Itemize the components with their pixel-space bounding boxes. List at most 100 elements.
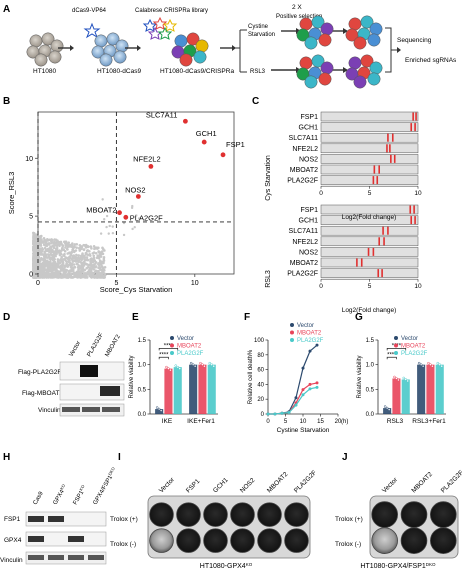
- replicate-point: [167, 367, 170, 370]
- group-label-rsl3: RSL3: [265, 270, 272, 288]
- well: [203, 528, 228, 553]
- blot-band: [62, 407, 80, 412]
- series-point: [308, 349, 312, 353]
- data-point: [56, 258, 60, 261]
- data-point: [46, 239, 50, 242]
- data-point: [34, 241, 38, 244]
- replicate-point: [395, 377, 398, 380]
- data-point: [48, 257, 51, 260]
- data-point: [52, 242, 56, 245]
- data-point: [80, 268, 84, 271]
- cell: [179, 53, 193, 67]
- data-point: [88, 266, 92, 270]
- data-point: [89, 245, 93, 248]
- panel-j-plate: Vector MBOAT2 PLA2G2F: [369, 469, 465, 559]
- data-point: [51, 258, 55, 262]
- barcode-mark: [391, 133, 394, 142]
- legend-label: Vector: [401, 336, 418, 342]
- data-point: [73, 249, 76, 253]
- data-point: [66, 244, 70, 247]
- point-label: FSP1: [226, 140, 245, 149]
- data-point: [46, 262, 49, 266]
- vector-icon: [83, 22, 101, 39]
- well: [257, 528, 282, 553]
- data-point: [98, 254, 101, 257]
- data-point: [54, 247, 58, 251]
- point-label: NOS2: [125, 185, 145, 194]
- row-label-gpx4: GPX4: [4, 537, 22, 544]
- legend-label: MBOAT2: [401, 344, 426, 350]
- data-point: [74, 255, 78, 259]
- barcode-row: [320, 111, 419, 122]
- data-point: [122, 221, 126, 225]
- data-point: [34, 256, 37, 259]
- data-point: [64, 246, 67, 249]
- x-tick-label: 0: [319, 190, 323, 197]
- significance-label: ****: [164, 343, 174, 349]
- data-point: [60, 255, 63, 259]
- replicate-point: [159, 409, 163, 412]
- barcode-row: [320, 143, 419, 154]
- selection-sub-label: Positive selection: [276, 14, 322, 20]
- data-point: [98, 266, 102, 270]
- data-point: [85, 267, 88, 270]
- barcode-row: [320, 257, 419, 268]
- data-point: [71, 260, 75, 263]
- data-point: [78, 249, 82, 252]
- data-point: [100, 275, 103, 279]
- data-point: [39, 247, 43, 251]
- data-point: [60, 249, 63, 252]
- panel-label-h: H: [3, 452, 10, 463]
- data-point: [65, 262, 68, 266]
- cell: [369, 22, 383, 36]
- data-point: [58, 266, 61, 269]
- data-point: [32, 264, 35, 268]
- cell: [195, 39, 209, 53]
- data-point: [57, 270, 61, 274]
- data-point: [81, 252, 84, 255]
- data-point: [41, 261, 45, 265]
- barcode-mark: [393, 154, 396, 163]
- data-point: [42, 274, 46, 277]
- category-label: RSL3: [387, 418, 404, 425]
- panel-label-j: J: [342, 452, 348, 463]
- x-tick-label: 10: [300, 419, 307, 425]
- highlight-point: [135, 194, 141, 199]
- cell: [360, 15, 374, 29]
- row-label-flag-pla2g2f: Flag-PLA2G2F: [18, 369, 61, 376]
- data-point: [32, 269, 35, 273]
- data-point: [81, 270, 84, 274]
- well: [430, 501, 457, 528]
- data-point: [97, 266, 100, 270]
- data-point: [55, 268, 59, 272]
- barcode-mark: [410, 216, 413, 225]
- cell: [48, 50, 62, 64]
- ht1080-cell-cluster: [26, 32, 64, 67]
- data-point: [102, 269, 105, 272]
- data-point: [32, 236, 35, 239]
- y-tick-label: 0.5: [138, 387, 147, 393]
- cell: [311, 54, 325, 68]
- data-point: [71, 242, 74, 245]
- data-point: [72, 254, 76, 257]
- data-point: [61, 246, 64, 249]
- gene-label: NOS2: [299, 249, 318, 256]
- bar: [198, 364, 207, 414]
- data-point: [90, 274, 93, 278]
- data-point: [82, 248, 86, 251]
- y-axis-label: Relative cell death%: [248, 349, 254, 404]
- data-point: [50, 275, 54, 279]
- ht1080-label: HT1080: [33, 68, 57, 75]
- data-point: [82, 255, 85, 258]
- data-point: [100, 250, 104, 253]
- legend-swatch: [290, 323, 294, 327]
- y-tick-label: 20: [257, 397, 264, 403]
- series-point: [280, 411, 284, 415]
- data-point: [101, 247, 105, 251]
- data-point: [97, 262, 100, 266]
- plate: [147, 495, 311, 559]
- data-point: [40, 253, 44, 256]
- gene-label: PLA2G2F: [287, 178, 318, 185]
- category-label: IKE: [162, 418, 173, 425]
- replicate-point: [199, 361, 202, 365]
